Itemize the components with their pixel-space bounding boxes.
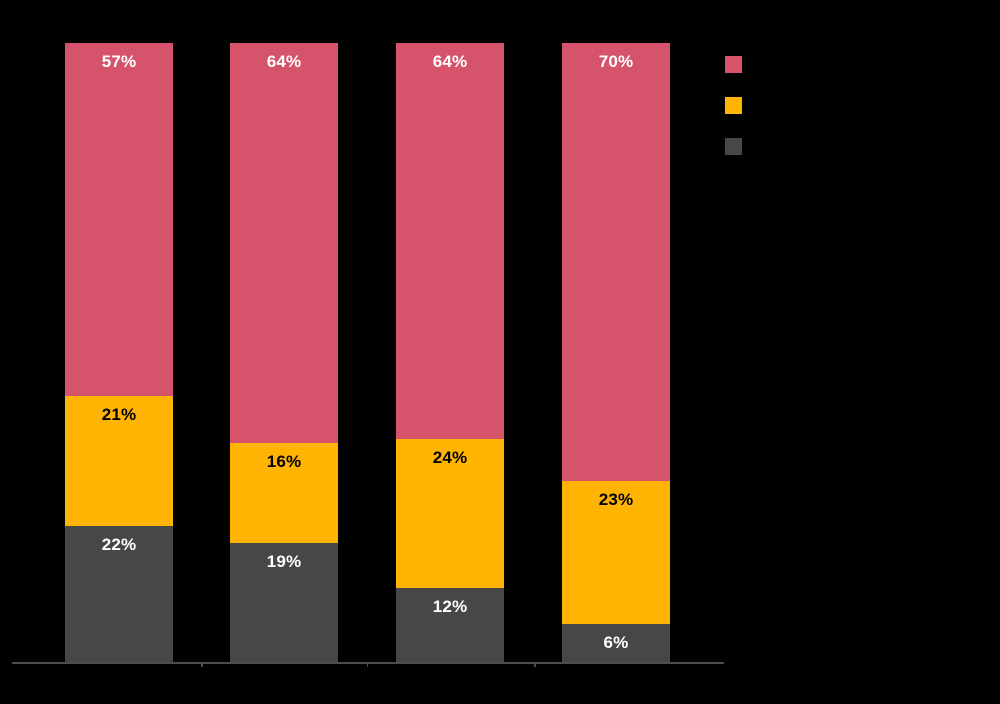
legend-item-2 bbox=[725, 97, 752, 114]
bar-4: 70% 23% 6% bbox=[562, 43, 670, 662]
bar-4-segment-1: 70% bbox=[562, 43, 670, 481]
x-axis-tick-3 bbox=[534, 662, 536, 667]
legend-swatch-icon bbox=[725, 97, 742, 114]
x-axis-tick-2 bbox=[366, 662, 368, 667]
value-label: 12% bbox=[432, 596, 468, 616]
bar-3-segment-2: 24% bbox=[396, 439, 504, 588]
bar-1: 57% 21% 22% bbox=[65, 43, 173, 662]
value-label: 57% bbox=[101, 52, 137, 71]
value-label: 24% bbox=[432, 448, 468, 468]
bar-3: 64% 24% 12% bbox=[396, 43, 504, 662]
x-axis-tick-1 bbox=[201, 662, 203, 667]
bar-1-segment-2: 21% bbox=[65, 395, 173, 526]
value-label: 16% bbox=[266, 452, 302, 472]
legend-swatch-icon bbox=[725, 56, 742, 73]
bar-1-segment-1: 57% bbox=[65, 43, 173, 396]
bar-4-segment-3: 6% bbox=[562, 624, 670, 662]
value-label: 6% bbox=[603, 633, 629, 653]
legend-item-3 bbox=[725, 138, 752, 155]
value-label: 70% bbox=[598, 52, 634, 71]
legend bbox=[725, 56, 752, 179]
bar-2-segment-1: 64% bbox=[230, 43, 338, 444]
bar-4-segment-2: 23% bbox=[562, 480, 670, 625]
value-label: 19% bbox=[266, 552, 302, 572]
value-label: 22% bbox=[101, 534, 137, 554]
value-label: 23% bbox=[598, 489, 634, 509]
legend-item-1 bbox=[725, 56, 752, 73]
value-label: 64% bbox=[432, 52, 468, 71]
bar-2-segment-2: 16% bbox=[230, 443, 338, 544]
value-label: 64% bbox=[266, 52, 302, 71]
legend-swatch-icon bbox=[725, 138, 742, 155]
bar-1-segment-3: 22% bbox=[65, 525, 173, 662]
bar-3-segment-1: 64% bbox=[396, 43, 504, 440]
bar-3-segment-3: 12% bbox=[396, 587, 504, 662]
bar-2-segment-3: 19% bbox=[230, 543, 338, 662]
bar-2: 64% 16% 19% bbox=[230, 43, 338, 662]
x-axis-line bbox=[12, 662, 724, 664]
value-label: 21% bbox=[101, 404, 137, 424]
